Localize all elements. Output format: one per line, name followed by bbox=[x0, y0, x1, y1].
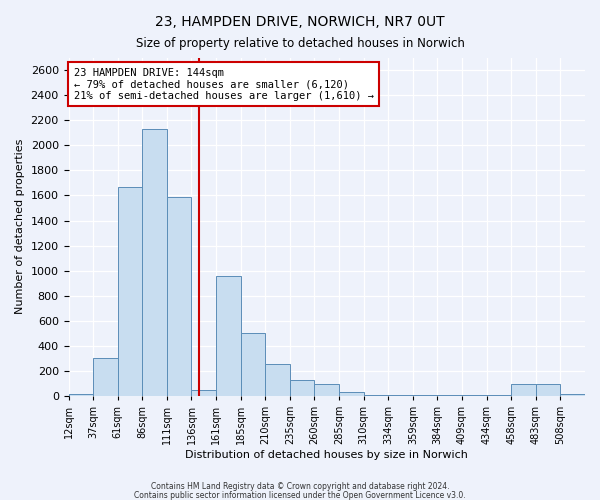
Bar bbox=[216, 276, 241, 396]
Bar bbox=[314, 384, 339, 396]
Bar bbox=[511, 384, 536, 396]
Y-axis label: Number of detached properties: Number of detached properties bbox=[15, 139, 25, 314]
Bar bbox=[142, 129, 167, 396]
Text: Size of property relative to detached houses in Norwich: Size of property relative to detached ho… bbox=[136, 38, 464, 51]
Text: Contains HM Land Registry data © Crown copyright and database right 2024.: Contains HM Land Registry data © Crown c… bbox=[151, 482, 449, 491]
Bar bbox=[560, 394, 585, 396]
Bar bbox=[290, 380, 314, 396]
Bar bbox=[167, 196, 191, 396]
Bar bbox=[93, 358, 118, 396]
X-axis label: Distribution of detached houses by size in Norwich: Distribution of detached houses by size … bbox=[185, 450, 468, 460]
Bar bbox=[265, 364, 290, 396]
Text: Contains public sector information licensed under the Open Government Licence v3: Contains public sector information licen… bbox=[134, 490, 466, 500]
Bar bbox=[364, 395, 388, 396]
Text: 23, HAMPDEN DRIVE, NORWICH, NR7 0UT: 23, HAMPDEN DRIVE, NORWICH, NR7 0UT bbox=[155, 15, 445, 29]
Bar bbox=[68, 394, 93, 396]
Bar bbox=[191, 390, 216, 396]
Bar bbox=[118, 186, 142, 396]
Bar bbox=[339, 392, 364, 396]
Bar bbox=[241, 334, 265, 396]
Text: 23 HAMPDEN DRIVE: 144sqm
← 79% of detached houses are smaller (6,120)
21% of sem: 23 HAMPDEN DRIVE: 144sqm ← 79% of detach… bbox=[74, 68, 374, 101]
Bar bbox=[536, 384, 560, 396]
